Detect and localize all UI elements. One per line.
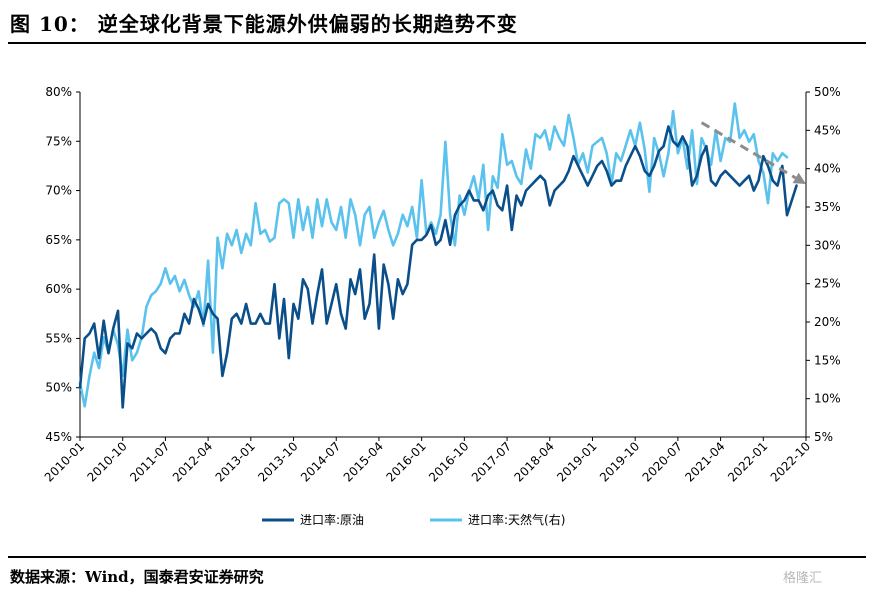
trend-arrow-head — [792, 172, 806, 184]
line-chart: 45% 50% 55% 60% 65% 70% 75% 80% 5% 10% 15% 20% 25% 30… — [42, 85, 841, 527]
x-tick-label: 2016-10 — [426, 439, 471, 484]
left-tick-label: 50% — [45, 381, 72, 395]
x-tick-label: 2014-07 — [298, 439, 343, 484]
x-tick-label: 2013-01 — [213, 439, 258, 484]
legend: 进口率:原油 进口率:天然气(右) — [262, 512, 565, 527]
left-tick-label: 65% — [45, 233, 72, 247]
source-note: 数据来源：Wind，国泰君安证券研究 — [10, 568, 264, 586]
x-tick-label: 2019-01 — [554, 439, 599, 484]
right-tick-label: 20% — [814, 315, 841, 329]
left-tick-label: 75% — [45, 134, 72, 148]
right-tick-label: 45% — [814, 123, 841, 137]
legend-label-crude: 进口率:原油 — [300, 512, 364, 527]
gas-import-rate-line — [78, 102, 789, 408]
x-tick-label: 2017-07 — [469, 439, 514, 484]
x-tick-label: 2012-04 — [170, 439, 215, 484]
left-tick-label: 70% — [45, 184, 72, 198]
x-tick-label: 2010-01 — [42, 439, 87, 484]
left-tick-label: 45% — [45, 430, 72, 444]
left-tick-label: 80% — [45, 85, 72, 99]
x-tick-label: 2016-01 — [383, 439, 428, 484]
watermark-text: 格隆汇 — [783, 571, 823, 586]
x-tick-label: 2022-01 — [725, 439, 770, 484]
x-tick-label: 2015-04 — [341, 439, 386, 484]
trend-arrow-layer — [700, 121, 806, 184]
right-tick-label: 25% — [814, 277, 841, 291]
x-tick-label: 2022-10 — [768, 439, 813, 484]
x-tick-label: 2010-10 — [84, 439, 129, 484]
top-rule — [8, 42, 866, 44]
series-layer — [78, 102, 798, 409]
figure-title: 图 10： 逆全球化背景下能源外供偏弱的长期趋势不变 — [10, 12, 518, 36]
right-tick-label: 50% — [814, 85, 841, 99]
crude-import-rate-line — [78, 125, 798, 409]
right-tick-label: 40% — [814, 162, 841, 176]
left-tick-label: 60% — [45, 282, 72, 296]
legend-label-gas: 进口率:天然气(右) — [468, 512, 565, 527]
axes-group: 45% 50% 55% 60% 65% 70% 75% 80% 5% 10% 15% 20% 25% 30… — [42, 85, 841, 485]
x-tick-label: 2013-10 — [255, 439, 300, 484]
right-tick-label: 35% — [814, 200, 841, 214]
x-tick-label: 2011-07 — [127, 439, 172, 484]
right-tick-label: 10% — [814, 392, 841, 406]
right-tick-label: 15% — [814, 353, 841, 367]
x-tick-label: 2021-04 — [682, 439, 727, 484]
x-tick-label: 2019-10 — [597, 439, 642, 484]
left-tick-label: 55% — [45, 331, 72, 345]
trend-arrow-shaft — [700, 121, 797, 180]
right-tick-label: 5% — [814, 430, 833, 444]
x-tick-label: 2018-04 — [512, 439, 557, 484]
bottom-rule — [8, 556, 866, 558]
right-tick-label: 30% — [814, 238, 841, 252]
x-tick-label: 2020-07 — [640, 439, 685, 484]
